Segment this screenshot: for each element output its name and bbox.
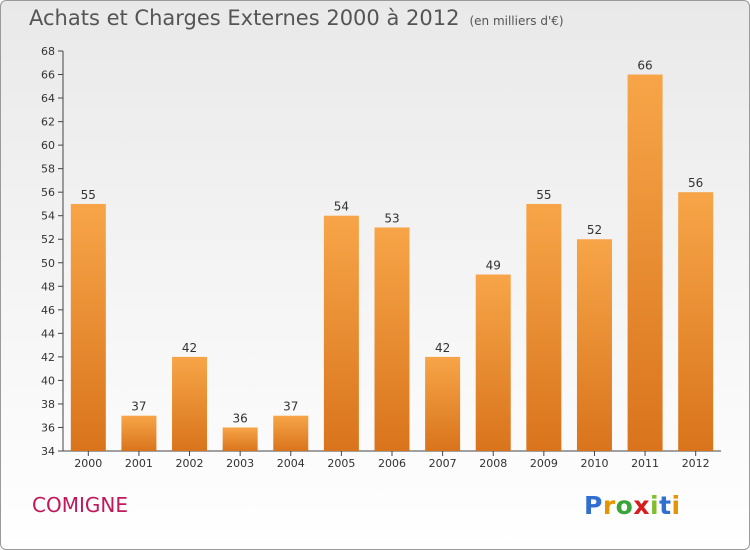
y-tick-label: 36: [41, 421, 55, 434]
data-label-2008: 49: [486, 259, 501, 273]
y-tick-label: 58: [41, 163, 55, 176]
x-tick-label-2004: 2004: [277, 457, 305, 470]
y-tick-label: 52: [41, 233, 55, 246]
data-label-2000: 55: [81, 188, 96, 202]
logo-letter: r: [602, 491, 616, 520]
x-tick-label-2001: 2001: [125, 457, 153, 470]
x-tick-label-2002: 2002: [176, 457, 204, 470]
x-tick-label-2005: 2005: [327, 457, 355, 470]
y-tick-label: 42: [41, 351, 55, 364]
bar-2012: [678, 192, 714, 452]
y-tick-label: 62: [41, 116, 55, 129]
data-label-2012: 56: [688, 176, 703, 190]
bar-2003: [222, 427, 258, 451]
logo-letter: i: [671, 491, 681, 520]
bar-2007: [425, 356, 461, 451]
y-tick-label: 34: [41, 445, 55, 458]
bar-2009: [526, 203, 562, 451]
y-tick-label: 40: [41, 374, 55, 387]
y-tick-label: 50: [41, 257, 55, 270]
bar-2006: [374, 227, 410, 451]
y-tick-label: 44: [41, 327, 55, 340]
chart-title: Achats et Charges Externes 2000 à 2012 (e…: [29, 6, 564, 30]
data-label-2011: 66: [637, 59, 652, 73]
y-tick-label: 38: [41, 398, 55, 411]
data-label-2009: 55: [536, 188, 551, 202]
bar-2002: [172, 356, 208, 451]
y-tick-label: 54: [41, 210, 55, 223]
commune-name: COMIGNE: [32, 493, 128, 517]
data-label-2003: 36: [233, 411, 248, 425]
x-tick-label-2009: 2009: [530, 457, 558, 470]
x-tick-label-2006: 2006: [378, 457, 406, 470]
y-tick-label: 48: [41, 280, 55, 293]
y-tick-label: 60: [41, 139, 55, 152]
x-tick-label-2008: 2008: [479, 457, 507, 470]
bar-2011: [627, 74, 663, 451]
y-tick-label: 68: [41, 45, 55, 58]
logo-letter: o: [615, 491, 634, 520]
bar-2008: [475, 274, 511, 451]
logo-letter: x: [633, 491, 650, 520]
logo-letter: t: [659, 491, 672, 520]
bar-2001: [121, 415, 157, 451]
data-label-2010: 52: [587, 223, 602, 237]
data-label-2005: 54: [334, 200, 349, 214]
logo-letter: i: [650, 491, 660, 520]
data-label-2001: 37: [131, 400, 146, 414]
logo-letter: P: [584, 491, 603, 520]
bar-2010: [576, 239, 612, 451]
x-tick-label-2000: 2000: [74, 457, 102, 470]
data-label-2006: 53: [384, 211, 399, 225]
bar-2005: [323, 215, 359, 451]
x-tick-label-2010: 2010: [580, 457, 608, 470]
x-tick-label-2011: 2011: [631, 457, 659, 470]
y-tick-label: 66: [41, 69, 55, 82]
data-label-2004: 37: [283, 400, 298, 414]
proxiti-logo: Proxiti: [584, 491, 681, 520]
x-tick-label-2003: 2003: [226, 457, 254, 470]
y-tick-label: 56: [41, 186, 55, 199]
y-tick-label: 46: [41, 304, 55, 317]
y-tick-label: 64: [41, 92, 55, 105]
data-label-2002: 42: [182, 341, 197, 355]
data-label-2007: 42: [435, 341, 450, 355]
chart-title-text: Achats et Charges Externes 2000 à 2012: [29, 6, 460, 30]
x-tick-label-2007: 2007: [429, 457, 457, 470]
x-tick-label-2012: 2012: [682, 457, 710, 470]
bar-2000: [70, 203, 106, 451]
chart-subtitle: (en milliers d'€): [469, 14, 564, 28]
bar-2004: [273, 415, 309, 451]
